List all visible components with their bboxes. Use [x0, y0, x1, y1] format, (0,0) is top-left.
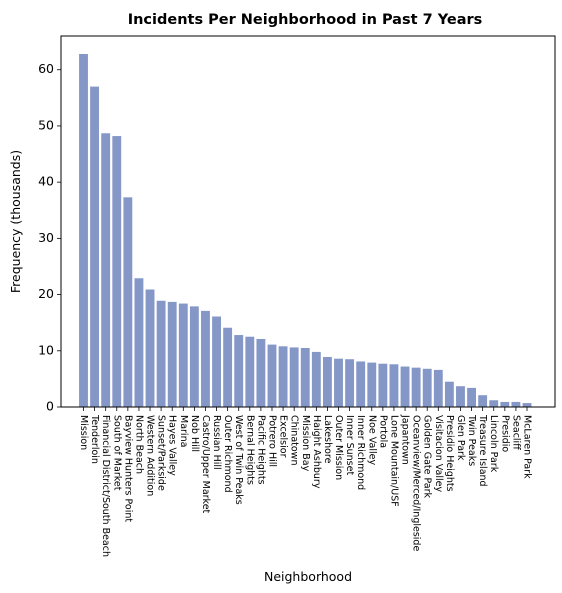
bar — [289, 347, 299, 407]
x-tick-label: Glen Park — [455, 415, 466, 461]
x-tick-label: Portola — [377, 415, 388, 448]
x-tick-label: North Beach — [133, 415, 144, 474]
x-tick-label: Castro/Upper Market — [200, 415, 211, 514]
x-tick-label: Oceanview/Merced/Ingleside — [411, 415, 422, 551]
x-tick-label: Russian Hill — [211, 415, 222, 470]
bar — [90, 86, 100, 407]
bar — [467, 387, 476, 407]
bar — [300, 347, 310, 407]
bar — [522, 403, 532, 407]
x-tick-label: Outer Mission — [333, 415, 344, 480]
y-tick-label: 0 — [46, 399, 54, 414]
chart-title: Incidents Per Neighborhood in Past 7 Yea… — [128, 12, 483, 28]
bar — [212, 316, 221, 407]
y-ticks-group: 0 10 20 30 40 50 60 — [38, 61, 61, 414]
x-ticks-group: Mission Tenderloin Financial District/Sout… — [78, 407, 533, 557]
bar — [378, 363, 388, 407]
bar — [400, 366, 410, 407]
y-tick-label: 20 — [38, 286, 54, 301]
bar — [411, 367, 421, 407]
bar — [123, 197, 133, 407]
bar — [267, 344, 277, 407]
x-tick-label: Presidio — [499, 415, 510, 452]
x-tick-label: Mission Bay — [300, 415, 311, 472]
y-tick-label: 50 — [38, 117, 54, 132]
x-tick-label: Inner Sunset — [344, 415, 355, 475]
y-tick-label: 30 — [38, 230, 54, 245]
x-tick-label: Outer Richmond — [222, 415, 233, 493]
x-tick-label: Sunset/Parkside — [156, 415, 167, 491]
x-tick-label: Lakeshore — [322, 415, 333, 464]
bar — [422, 368, 432, 407]
x-tick-label: Pacific Heights — [255, 415, 266, 485]
bar — [367, 362, 377, 407]
bar — [478, 395, 488, 407]
y-tick-label: 40 — [38, 174, 54, 189]
bar — [79, 53, 88, 408]
bar — [389, 364, 399, 407]
bar — [167, 301, 177, 407]
x-tick-label: Chinatown — [289, 415, 300, 465]
bar — [500, 401, 510, 407]
x-tick-label: Golden Gate Park — [422, 415, 433, 499]
x-tick-label: Japantown — [400, 414, 411, 465]
y-tick-label: 60 — [38, 61, 54, 76]
x-tick-label: Lone Mountain/USF — [388, 415, 399, 507]
bar — [456, 386, 465, 407]
bar — [278, 346, 288, 407]
bar — [511, 401, 521, 407]
x-tick-label: Haight Ashbury — [311, 415, 322, 489]
bar — [345, 359, 355, 407]
bar — [156, 300, 166, 407]
bar — [356, 361, 366, 407]
bar — [223, 327, 233, 407]
x-tick-label: Bayview Hunters Point — [122, 415, 133, 522]
x-tick-label: Western Addition — [145, 415, 156, 496]
x-tick-label: Hayes Valley — [167, 415, 178, 476]
bar — [145, 289, 155, 407]
x-tick-label: Nob Hill — [189, 415, 200, 452]
bar — [101, 133, 111, 407]
bar — [245, 336, 255, 407]
x-tick-label: McLaren Park — [522, 415, 533, 479]
bar — [201, 310, 210, 407]
bar — [234, 335, 244, 407]
x-tick-label: Treasure Island — [477, 414, 488, 487]
x-tick-label: Inner Richmond — [355, 415, 366, 490]
bars-group — [79, 53, 532, 408]
bar — [433, 369, 443, 407]
bar — [112, 136, 122, 407]
x-tick-label: Bernal Heights — [244, 415, 255, 485]
x-tick-label: West of Twin Peaks — [233, 415, 244, 505]
x-tick-label: Mission — [78, 415, 89, 450]
bar — [256, 338, 266, 407]
x-tick-label: South of Market — [111, 415, 122, 491]
x-tick-label: Noe Valley — [366, 415, 377, 465]
plot-frame — [60, 35, 556, 408]
bar — [178, 303, 188, 407]
y-axis-label: Frequency (thousands) — [8, 150, 23, 293]
x-tick-label: Twin Peaks — [466, 414, 477, 466]
bar — [444, 381, 454, 407]
bar — [134, 278, 144, 407]
bar — [311, 351, 321, 407]
x-axis-label: Neighborhood — [264, 569, 352, 584]
x-tick-label: Seacliff — [510, 415, 521, 450]
x-tick-label: Lincoln Park — [488, 415, 499, 473]
x-tick-label: Financial District/South Beach — [100, 415, 111, 557]
x-tick-label: Presidio Heights — [444, 415, 455, 492]
bar — [322, 356, 332, 407]
x-tick-label: Visitacion Valley — [433, 415, 444, 492]
bar — [489, 400, 499, 407]
y-tick-label: 10 — [38, 342, 54, 357]
x-tick-label: Potrero Hill — [266, 415, 277, 467]
x-tick-label: Marina — [178, 415, 189, 447]
bar — [334, 358, 343, 407]
bar — [189, 306, 199, 407]
x-tick-label: Excelsior — [278, 415, 289, 458]
x-tick-label: Tenderloin — [89, 414, 100, 464]
